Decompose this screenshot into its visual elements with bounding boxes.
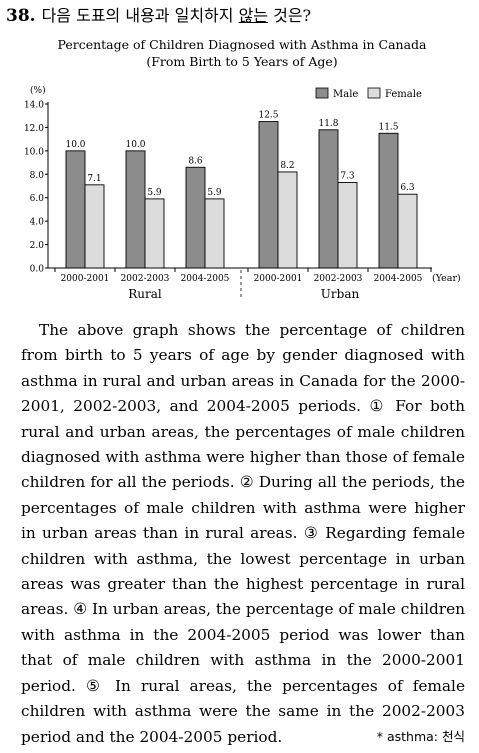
y-tick-label: 6.0 (30, 194, 45, 204)
bar-value-label: 10.0 (65, 140, 85, 150)
y-tick-label: 8.0 (30, 171, 45, 181)
question-text-after: 것은? (268, 6, 312, 25)
bar-value-label: 8.6 (188, 156, 203, 166)
passage-text: In urban areas, the percentage of male c… (21, 600, 465, 695)
passage: The above graph shows the percentage of … (21, 318, 465, 750)
bar-male (185, 166, 206, 269)
x-category-label: 2000-2001 (61, 274, 110, 284)
legend-label-female: Female (385, 89, 422, 100)
question-number: 38. (6, 6, 36, 26)
y-tick-label: 14.0 (24, 101, 44, 111)
group-label-rural: Rural (128, 287, 162, 301)
bar-female (397, 193, 418, 269)
choice-marker: ② (239, 473, 254, 492)
passage-text: During all the periods, the percentages … (21, 473, 465, 543)
bar-male (125, 150, 146, 269)
bar-value-label: 11.8 (318, 119, 338, 129)
x-category-label: 2004-2005 (374, 274, 423, 284)
bar-male (258, 121, 279, 269)
choice-marker: ④ (73, 600, 88, 619)
y-axis-unit: (%) (30, 85, 46, 96)
passage-text: Regarding female children with asthma, t… (21, 524, 466, 619)
bar-female (204, 198, 225, 269)
bar-female (337, 182, 358, 269)
bar-male (378, 132, 399, 269)
y-tick-label: 10.0 (24, 147, 44, 157)
bar-value-label: 6.3 (400, 183, 415, 193)
bar-value-label: 5.9 (147, 188, 162, 198)
bar-female (277, 171, 298, 269)
bar-value-label: 7.1 (87, 174, 101, 184)
choice-marker: ⑤ (86, 676, 105, 695)
chart-subtitle: (From Birth to 5 Years of Age) (146, 54, 337, 69)
y-tick-label: 4.0 (30, 218, 45, 228)
asthma-bar-chart: Percentage of Children Diagnosed with As… (24, 37, 461, 301)
bar-value-label: 12.5 (258, 111, 278, 121)
x-axis-unit: (Year) (432, 273, 461, 284)
group-label-urban: Urban (321, 287, 360, 301)
legend-label-male: Male (333, 89, 358, 100)
passage-text: For both rural and urban areas, the perc… (21, 397, 465, 492)
y-tick-label: 12.0 (24, 124, 44, 134)
passage-text: In rural areas, the percentages of femal… (21, 676, 465, 746)
x-category-label: 2000-2001 (254, 274, 303, 284)
bar-value-label: 8.2 (280, 161, 294, 171)
legend: Male Female (315, 87, 422, 100)
bar-female (144, 198, 165, 269)
y-tick-label: 2.0 (30, 241, 45, 251)
choice-marker: ③ (303, 524, 319, 543)
x-category-label: 2004-2005 (181, 274, 230, 284)
question-header: 38. 다음 도표의 내용과 일치하지 않는 것은? (6, 2, 311, 26)
bar-value-label: 7.3 (340, 171, 355, 181)
bar-value-label: 11.5 (378, 122, 398, 132)
question-text-underlined: 않는 (238, 6, 269, 25)
bar-male (65, 150, 86, 269)
chart-body: 0.0 2.0 4.0 6.0 8.0 10.0 12.0 14.0 10.0 7.1 2000-2… (24, 101, 432, 301)
passage-text: The above graph shows the percentage of … (21, 321, 465, 416)
footnote: * asthma: 천식 (376, 729, 465, 744)
chart-title: Percentage of Children Diagnosed with As… (57, 37, 427, 52)
question-text-before: 다음 도표의 내용과 일치하지 (41, 6, 239, 25)
bar-value-label: 5.9 (207, 188, 222, 198)
x-category-label: 2002-2003 (314, 274, 363, 284)
bar-female (84, 184, 105, 269)
legend-swatch-male (315, 87, 329, 99)
y-tick-label: 0.0 (30, 265, 45, 275)
bar-male (318, 129, 339, 269)
choice-marker: ① (369, 397, 387, 416)
x-category-label: 2002-2003 (121, 274, 170, 284)
passage-paragraph: The above graph shows the percentage of … (21, 318, 465, 750)
legend-swatch-female (367, 87, 381, 99)
bar-value-label: 10.0 (125, 140, 145, 150)
